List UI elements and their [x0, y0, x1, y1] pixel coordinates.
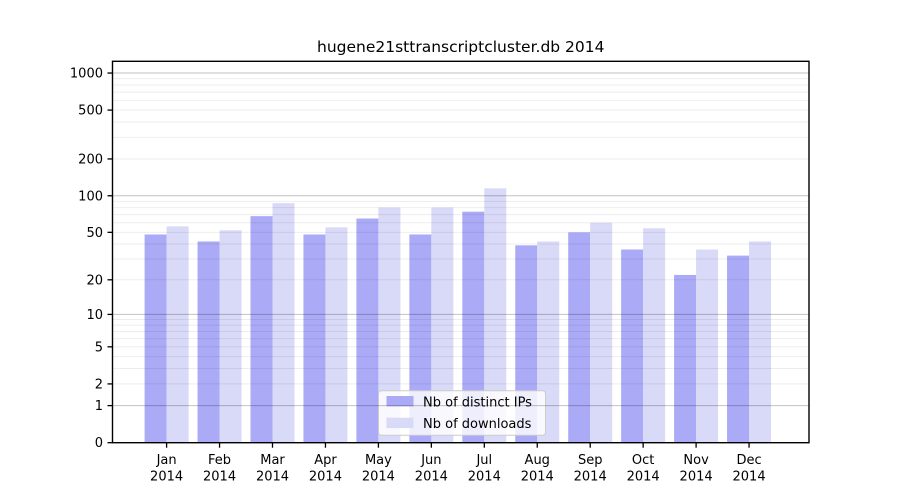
y-axis-tick-label: 500 [78, 104, 103, 119]
bar-distinct-ips [621, 249, 644, 443]
x-axis-month-label: Jul 2014 [468, 453, 501, 485]
legend: Nb of distinct IPs Nb of downloads [378, 390, 546, 436]
y-axis-tick-label: 5 [95, 340, 103, 355]
legend-frame [378, 390, 546, 436]
bar-downloads [749, 241, 772, 443]
x-axis-month-label: Jun 2014 [415, 453, 448, 485]
bar-downloads [378, 207, 401, 443]
legend-label-distinct-ips: Nb of distinct IPs [423, 395, 532, 410]
month-year: 2014 [362, 470, 395, 485]
month-year: 2014 [574, 470, 607, 485]
month-name: Nov [683, 453, 709, 468]
y-axis-tick-label: 100 [78, 189, 103, 204]
legend-swatch-distinct-ips [386, 396, 414, 407]
chart-title: hugene21sttranscriptcluster.db 2014 [317, 38, 605, 56]
bar-distinct-ips [674, 274, 697, 443]
x-axis-month-label: Mar 2014 [256, 453, 289, 485]
y-axis-tick-label: 1 [95, 399, 103, 414]
month-name: Mar [260, 453, 285, 468]
x-axis-month-label: Oct 2014 [627, 453, 660, 485]
x-axis-month-label: May 2014 [362, 453, 395, 485]
bar-distinct-ips [303, 234, 326, 443]
bar-distinct-ips [356, 218, 379, 443]
month-name: Aug [525, 453, 550, 468]
x-axis-month-label: Nov 2014 [680, 453, 713, 485]
month-name: Jun [420, 453, 441, 468]
bar-downloads [325, 227, 348, 443]
month-year: 2014 [627, 470, 660, 485]
month-year: 2014 [203, 470, 236, 485]
legend-label-downloads: Nb of downloads [423, 417, 532, 432]
bar-distinct-ips [197, 241, 220, 443]
bar-downloads [431, 207, 454, 443]
y-axis-tick-label: 50 [86, 226, 103, 241]
y-axis: 0 1 2 5 10 20 50 100 200 500 1000 [70, 67, 113, 451]
x-axis-month-label: Jan 2014 [150, 453, 183, 485]
x-axis-month-label: Feb 2014 [203, 453, 236, 485]
bar-distinct-ips [144, 234, 167, 443]
month-year: 2014 [733, 470, 766, 485]
bar-downloads [484, 188, 507, 443]
month-name: Dec [736, 453, 761, 468]
month-year: 2014 [415, 470, 448, 485]
x-axis-month-label: Dec 2014 [733, 453, 766, 485]
y-axis-tick-label: 2 [95, 377, 103, 392]
month-name: Jan [156, 453, 177, 468]
month-year: 2014 [468, 470, 501, 485]
bar-distinct-ips [250, 216, 273, 443]
bar-distinct-ips [462, 211, 485, 443]
month-name: Feb [208, 453, 231, 468]
gridlines-group [112, 72, 809, 407]
bar-downloads [166, 226, 189, 443]
month-name: May [365, 453, 392, 468]
bar-downloads [696, 249, 719, 443]
x-axis-month-label: Sep 2014 [574, 453, 607, 485]
x-axis-month-label: Aug 2014 [521, 453, 554, 485]
month-year: 2014 [521, 470, 554, 485]
month-name: Apr [314, 453, 337, 468]
bar-downloads [590, 222, 613, 443]
month-name: Oct [632, 453, 654, 468]
month-year: 2014 [150, 470, 183, 485]
y-axis-tick-label: 200 [78, 152, 103, 167]
month-name: Jul [475, 453, 492, 468]
plot-border [111, 60, 810, 444]
bar-downloads [643, 228, 666, 443]
bar-downloads [219, 230, 242, 443]
x-axis: Jan 2014 Feb 2014 Mar 2014 Apr 2014 May 2014 Jun 20… [150, 442, 766, 485]
month-year: 2014 [309, 470, 342, 485]
legend-swatch-downloads [386, 417, 414, 429]
month-name: Sep [578, 453, 603, 468]
bar-downloads [272, 203, 295, 443]
bar-distinct-ips [568, 232, 591, 443]
x-axis-month-label: Apr 2014 [309, 453, 342, 485]
y-axis-tick-label: 10 [86, 308, 103, 323]
y-axis-tick-label: 0 [95, 436, 103, 451]
y-axis-tick-label: 20 [86, 273, 103, 288]
month-year: 2014 [256, 470, 289, 485]
month-year: 2014 [680, 470, 713, 485]
y-axis-tick-label: 1000 [70, 67, 103, 82]
bar-distinct-ips [727, 255, 750, 443]
